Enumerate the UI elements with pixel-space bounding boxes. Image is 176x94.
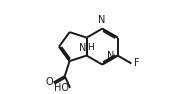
Text: F: F <box>134 58 139 68</box>
Text: N: N <box>107 51 115 61</box>
Text: H: H <box>87 43 94 52</box>
Text: N: N <box>99 15 106 25</box>
Text: HO: HO <box>54 83 69 93</box>
Text: N: N <box>79 43 86 53</box>
Text: O: O <box>45 77 53 87</box>
